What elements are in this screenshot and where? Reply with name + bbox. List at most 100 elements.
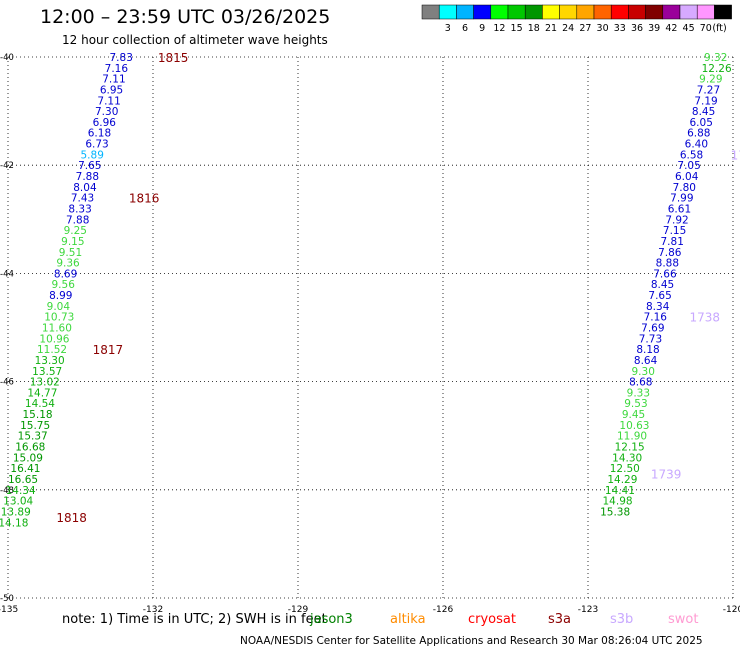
chart-title: 12:00 – 23:59 UTC 03/26/2025 — [40, 6, 331, 28]
data-point-label: 10.63 — [619, 420, 649, 432]
data-point-label: 12.50 — [610, 463, 640, 475]
data-point-label: 13.57 — [32, 366, 62, 378]
data-point-label: 9.53 — [624, 398, 647, 410]
legend-tick-label: 39 — [648, 23, 660, 34]
data-point-label: 7.88 — [66, 214, 89, 226]
data-point-label: 7.88 — [76, 171, 99, 183]
satellite-label-altika: altika — [390, 612, 426, 627]
legend-tick-label: 36 — [631, 23, 643, 34]
data-point-label: 7.30 — [95, 106, 118, 118]
data-point-label: 6.58 — [680, 149, 703, 161]
data-point-label: 9.25 — [64, 225, 87, 237]
legend-tick-label: 6 — [462, 23, 468, 34]
data-point-label: 7.81 — [661, 236, 684, 248]
data-point-label: 15.37 — [18, 431, 48, 443]
legend-tick-label: 30 — [597, 23, 609, 34]
data-point-label: 15.38 — [600, 506, 630, 518]
data-point-label: 11.52 — [37, 344, 67, 356]
data-point-label: 9.45 — [622, 409, 645, 421]
pass-time-annotation: 1817 — [93, 343, 124, 357]
satellite-label-swot: swot — [668, 612, 699, 627]
legend-tick-label: 45 — [683, 23, 695, 34]
data-point-label: 8.69 — [54, 268, 77, 280]
data-point-label: 6.95 — [100, 84, 123, 96]
data-point-label: 7.16 — [644, 312, 668, 324]
data-point-label: 9.29 — [699, 74, 722, 86]
legend-tick-label: 9 — [479, 23, 485, 34]
y-tick-label: -40 — [0, 53, 14, 63]
data-point-label: 13.89 — [1, 506, 31, 518]
data-point-label: 15.09 — [13, 452, 43, 464]
data-point-label: 7.73 — [639, 333, 662, 345]
y-tick-label: -48 — [0, 486, 14, 496]
legend-tick-label: 12 — [493, 23, 505, 34]
data-point-label: 7.86 — [658, 247, 682, 259]
legend-tick-label: 3 — [445, 23, 451, 34]
data-point-label: 7.69 — [641, 323, 664, 335]
legend-tick-label: 24 — [562, 23, 574, 34]
data-point-label: 13.04 — [3, 496, 33, 508]
data-point-label: 9.51 — [59, 247, 82, 259]
data-point-label: 14.30 — [612, 452, 642, 464]
data-point-label: 7.83 — [110, 52, 133, 64]
legend-tick-label: 21 — [545, 23, 557, 34]
data-point-label: 6.40 — [685, 139, 708, 151]
data-point-label: 7.66 — [653, 268, 677, 280]
data-point-label: 14.54 — [25, 398, 55, 410]
legend-tick-label: 42 — [665, 23, 677, 34]
data-point-label: 16.68 — [15, 442, 45, 454]
pass-time-annotation: 1739 — [651, 468, 682, 482]
data-point-label: 8.33 — [68, 203, 91, 215]
x-tick-label: -123 — [578, 605, 598, 615]
satellite-label-s3a: s3a — [548, 612, 572, 627]
pass-time-annotation: 1816 — [129, 192, 160, 206]
y-tick-label: -46 — [0, 378, 14, 388]
data-point-label: 8.45 — [692, 106, 715, 118]
data-point-label: 8.88 — [656, 258, 679, 270]
data-point-label: 11.90 — [617, 431, 647, 443]
data-point-label: 10.96 — [39, 333, 69, 345]
data-point-label: 14.18 — [0, 517, 28, 529]
data-point-label: 10.73 — [44, 312, 74, 324]
data-point-label: 6.05 — [690, 117, 713, 129]
data-point-label: 6.88 — [687, 128, 710, 140]
x-tick-label: -120 — [723, 605, 740, 615]
credit-line: NOAA/NESDIS Center for Satellite Applica… — [240, 635, 703, 647]
data-point-label: 7.11 — [102, 74, 125, 86]
data-point-label: 16.41 — [10, 463, 40, 475]
x-tick-label: -129 — [288, 605, 309, 615]
y-tick-label: -50 — [0, 594, 14, 604]
data-point-label: 7.15 — [663, 225, 686, 237]
data-point-label: 9.32 — [704, 52, 727, 64]
chart-subtitle: 12 hour collection of altimeter wave hei… — [62, 33, 328, 47]
y-tick-label: -42 — [0, 161, 14, 171]
data-point-label: 14.77 — [27, 387, 57, 399]
data-point-label: 9.30 — [632, 366, 655, 378]
data-point-label: 7.80 — [673, 182, 696, 194]
data-point-label: 7.05 — [677, 160, 700, 172]
data-point-label: 6.73 — [85, 139, 108, 151]
data-point-label: 9.15 — [61, 236, 84, 248]
legend-tick-label: 18 — [528, 23, 540, 34]
data-point-label: 7.11 — [97, 95, 120, 107]
footnote: note: 1) Time is in UTC; 2) SWH is in fe… — [62, 612, 327, 627]
data-point-label: 8.18 — [636, 344, 659, 356]
data-point-label: 12.26 — [702, 63, 732, 75]
data-point-label: 7.16 — [105, 63, 129, 75]
data-point-label: 5.89 — [81, 149, 104, 161]
data-point-label: 6.61 — [668, 203, 691, 215]
data-point-label: 7.19 — [694, 95, 717, 107]
data-point-label: 14.98 — [603, 496, 633, 508]
x-tick-label: -126 — [433, 605, 454, 615]
pass-time-annotation: 1818 — [56, 511, 87, 525]
satellite-label-jason3: jason3 — [310, 612, 353, 627]
legend-swatch — [714, 4, 732, 20]
legend-tick-label: 15 — [511, 23, 523, 34]
data-point-label: 7.65 — [78, 160, 101, 172]
data-point-label: 7.43 — [71, 193, 94, 205]
pass-time-annotation: 1737 — [731, 148, 740, 162]
x-tick-label: -132 — [143, 605, 163, 615]
data-point-label: 14.29 — [607, 474, 637, 486]
data-point-label: 8.04 — [73, 182, 97, 194]
